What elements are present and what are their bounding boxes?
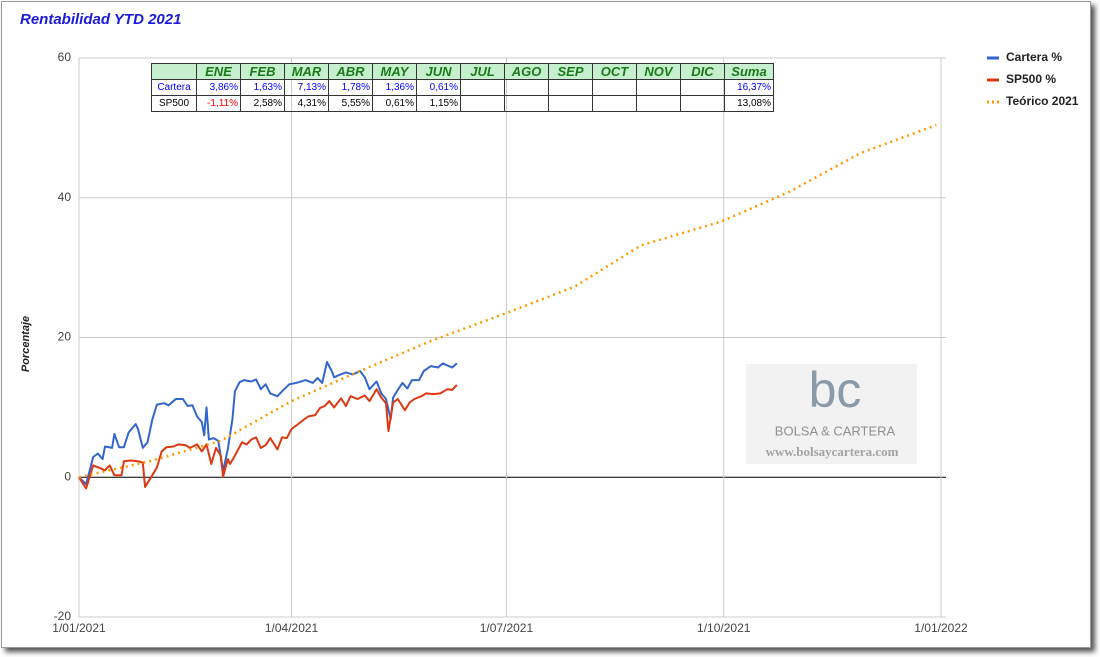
data-line	[78, 123, 937, 479]
table-cell	[504, 79, 549, 96]
x-tick-label: 1/07/2021	[480, 621, 534, 635]
y-tick-label: 20	[58, 330, 72, 344]
table-header-cell: FEB	[240, 63, 285, 80]
y-tick-label: 40	[58, 190, 72, 204]
table-cell: 1,36%	[372, 79, 417, 96]
x-tick-label: 1/01/2022	[914, 621, 968, 635]
table-cell: 16,37%	[724, 79, 774, 96]
table-cell	[548, 95, 593, 112]
table-cell	[636, 79, 681, 96]
watermark-logo: bc	[809, 362, 862, 418]
y-axis-label: Porcentaje	[20, 316, 32, 372]
table-cell: 1,78%	[328, 79, 373, 96]
table-header-cell: SEP	[548, 63, 593, 80]
y-tick-label: 0	[64, 469, 71, 483]
legend-label: SP500 %	[1006, 72, 1056, 86]
watermark-name: BOLSA & CARTERA	[775, 423, 896, 438]
watermark-url: www.bolsaycartera.com	[766, 444, 899, 459]
table-header-cell: NOV	[636, 63, 681, 80]
table-header-cell: AGO	[504, 63, 549, 80]
table-cell	[680, 79, 725, 96]
table-header-cell: DIC	[680, 63, 725, 80]
legend-label: Teórico 2021	[1006, 94, 1079, 108]
table-cell: -1,11%	[196, 95, 241, 112]
table-cell: 0,61%	[416, 79, 461, 96]
table-cell: 4,31%	[284, 95, 329, 112]
data-table: ENE FEB MAR ABR MAY JUN JUL AGO SEP OCT NOV DIC Suma…	[151, 63, 774, 112]
table-header-cell: Suma	[724, 63, 774, 80]
table-cell: 1,63%	[240, 79, 285, 96]
y-tick-label: 60	[58, 50, 72, 64]
table-header-cell: OCT	[592, 63, 637, 80]
table-row-label: Cartera	[151, 79, 197, 96]
table-cell: 7,13%	[284, 79, 329, 96]
watermark-box	[746, 364, 917, 464]
table-header-cell: ABR	[328, 63, 373, 80]
table-header-cell: MAR	[284, 63, 329, 80]
table-cell: 1,15%	[416, 95, 461, 112]
table-cell: 13,08%	[724, 95, 774, 112]
table-cell	[636, 95, 681, 112]
table-cell	[460, 79, 505, 96]
chart: Rentabilidad YTD 2021 Porcentaje bc BOLS…	[20, 11, 1079, 635]
table-header-cell: ENE	[196, 63, 241, 80]
table-cell: 0,61%	[372, 95, 417, 112]
table-cell	[592, 79, 637, 96]
watermark: bc BOLSA & CARTERA www.bolsaycartera.com	[746, 362, 917, 464]
table-row: Cartera 3,86% 1,63% 7,13% 1,78% 1,36% 0,61% 16,…	[151, 79, 774, 96]
table-header-row: ENE FEB MAR ABR MAY JUN JUL AGO SEP OCT NOV DIC Suma	[151, 63, 774, 80]
legend-label: Cartera %	[1006, 50, 1062, 64]
chart-frame: Rentabilidad YTD 2021 Porcentaje bc BOLS…	[1, 1, 1091, 648]
y-tick-label: -20	[54, 609, 72, 623]
chart-title: Rentabilidad YTD 2021	[20, 11, 181, 28]
table-cell: 2,58%	[240, 95, 285, 112]
data-line	[78, 361, 458, 486]
x-tick-label: 1/01/2021	[52, 621, 106, 635]
table-header-cell: JUL	[460, 63, 505, 80]
table-cell	[548, 79, 593, 96]
x-tick-label: 1/04/2021	[265, 621, 319, 635]
table-header-cell: MAY	[372, 63, 417, 80]
x-tick-label: 1/10/2021	[697, 621, 751, 635]
table-header-cell: JUN	[416, 63, 461, 80]
table-cell	[680, 95, 725, 112]
table-cell	[504, 95, 549, 112]
table-corner	[151, 63, 197, 80]
table-cell	[460, 95, 505, 112]
table-row: SP500 -1,11% 2,58% 4,31% 5,55% 0,61% 1,15% 13,0…	[151, 95, 774, 112]
table-row-label: SP500	[151, 95, 197, 112]
table-cell: 3,86%	[196, 79, 241, 96]
table-cell	[592, 95, 637, 112]
data-line	[78, 384, 458, 490]
table-cell: 5,55%	[328, 95, 373, 112]
